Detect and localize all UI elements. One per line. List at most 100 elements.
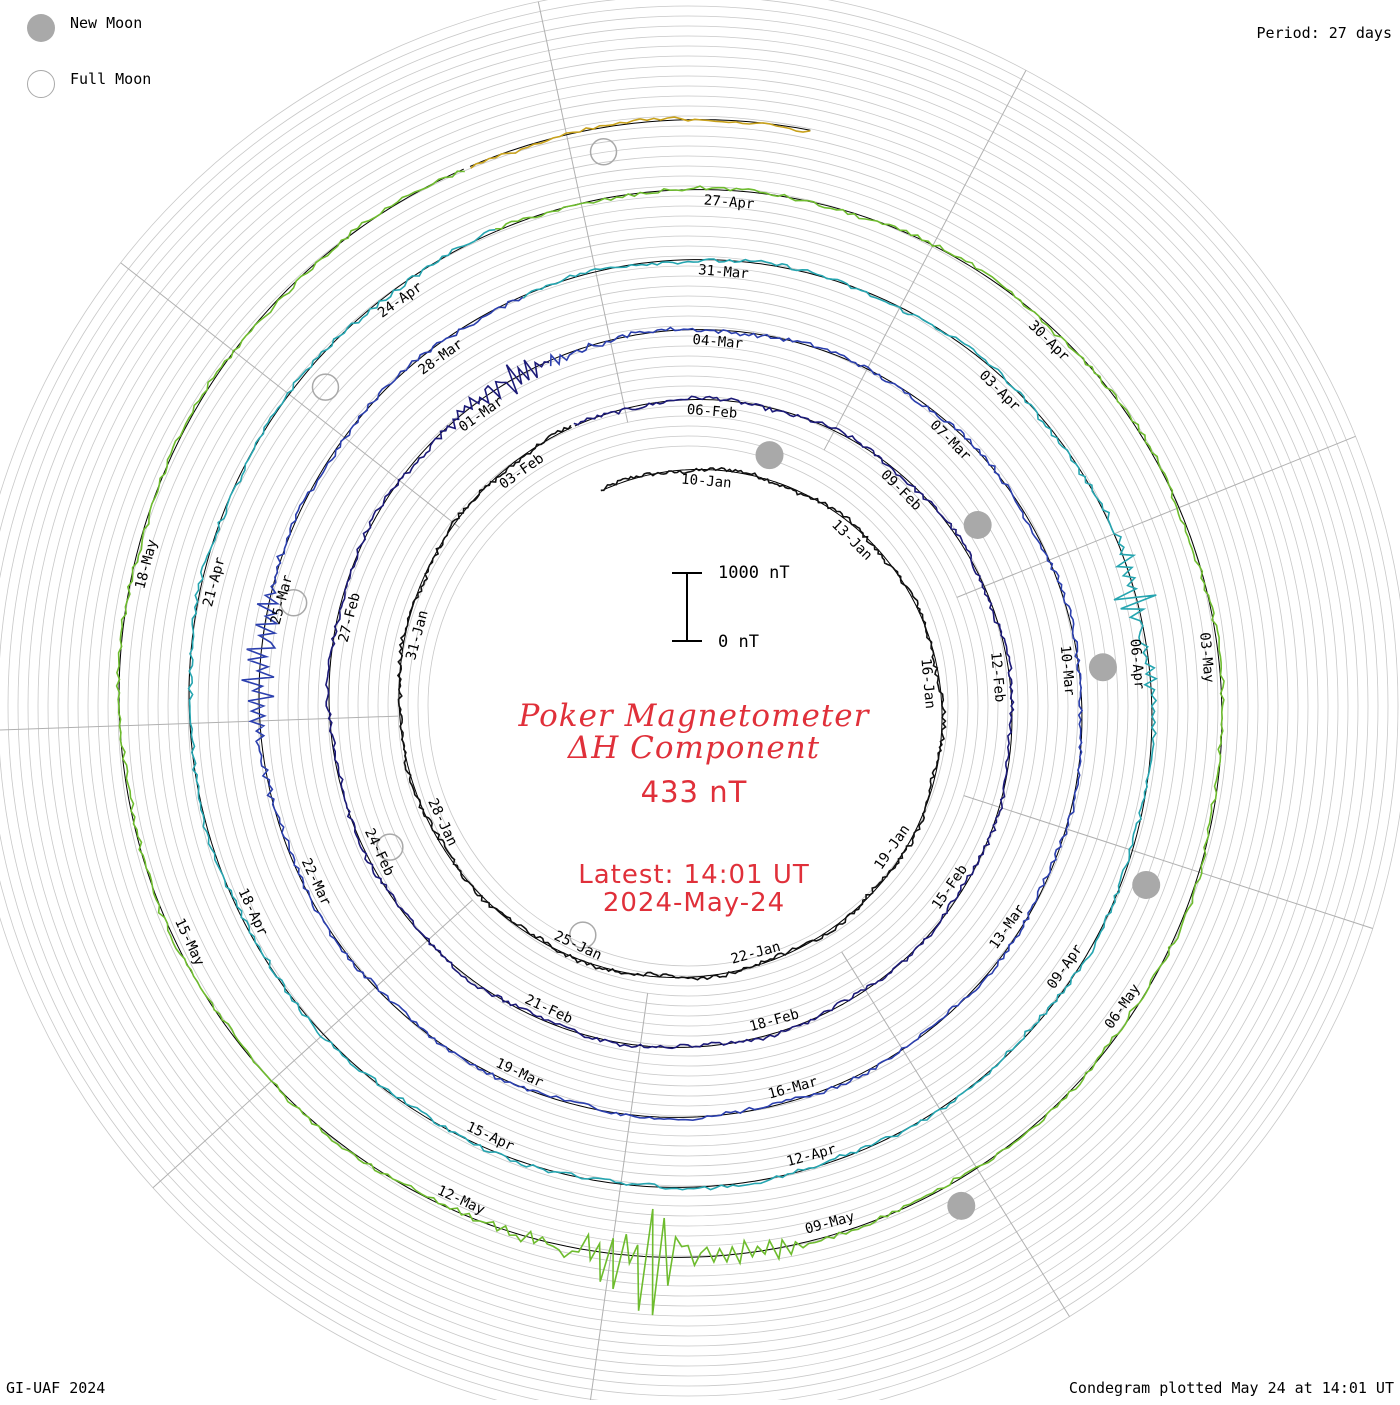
grid-ring	[197, 215, 1179, 1197]
grid-ring	[237, 255, 1139, 1157]
radial-spoke	[152, 899, 473, 1189]
radial-spoke	[120, 262, 460, 528]
moon-layer	[279, 138, 1161, 1220]
grid-ring	[337, 355, 1039, 1057]
grid-ring	[407, 425, 969, 987]
grid-ring	[357, 375, 1019, 1037]
new-moon-marker	[963, 511, 992, 540]
date-label: 31-Mar	[698, 262, 750, 282]
radial-spoke	[956, 435, 1356, 598]
grid-ring	[127, 145, 1249, 1267]
trace-rotation-4	[115, 170, 1225, 1316]
grid-ring	[217, 235, 1159, 1177]
footer-plotted: Condegram plotted May 24 at 14:01 UT	[1068, 1379, 1394, 1397]
grid-ring	[427, 445, 949, 967]
grid-ring	[247, 265, 1129, 1147]
date-label: 18-Apr	[234, 886, 270, 939]
latest-time: Latest: 14:01 UT	[578, 860, 810, 890]
grid-ring	[7, 25, 1369, 1387]
full-moon-marker	[279, 589, 308, 617]
date-label: 27-Apr	[703, 192, 755, 212]
grid-ring	[107, 125, 1269, 1287]
grid-ring	[377, 395, 999, 1017]
grid-ring	[307, 325, 1069, 1087]
full-moon-marker	[569, 921, 597, 949]
grid-ring	[287, 305, 1089, 1107]
full-moon-marker	[376, 833, 404, 861]
grid-ring	[347, 365, 1029, 1047]
grid-ring	[187, 205, 1189, 1207]
current-value: 433 nT	[640, 775, 748, 809]
radial-spoke	[823, 70, 1027, 451]
grid-ring	[317, 335, 1059, 1077]
grid-ring	[207, 225, 1169, 1187]
period-label: Period: 27 days	[1256, 24, 1392, 42]
new-moon-marker	[755, 441, 784, 470]
full-moon-label: Full Moon	[70, 70, 152, 88]
date-label: 16-Jan	[917, 658, 938, 710]
grid-ring	[0, 5, 1389, 1405]
grid-ring	[157, 175, 1219, 1237]
grid-ring	[387, 405, 989, 1007]
grid-ring	[167, 185, 1209, 1227]
grid-ring	[87, 105, 1289, 1307]
grid-ring	[37, 55, 1339, 1357]
baseline-rotation-2	[258, 295, 1083, 1118]
trace-layer	[115, 116, 1225, 1316]
scale-bar	[672, 572, 702, 642]
new-moon-label: New Moon	[70, 14, 143, 32]
scale-bottom-label: 0 nT	[718, 632, 759, 652]
grid-ring	[77, 95, 1299, 1317]
trace-rotation-0	[396, 424, 947, 981]
latest-date: 2024-May-24	[602, 888, 786, 918]
grid-ring	[367, 385, 1009, 1027]
grid-ring	[397, 415, 979, 997]
grid-ring	[257, 275, 1119, 1137]
grid-ring	[97, 115, 1279, 1297]
new-moon-marker	[1088, 653, 1117, 682]
baseline-rotation-5	[469, 119, 811, 167]
grid-ring	[47, 65, 1329, 1347]
scale-bar-stem	[686, 572, 688, 642]
grid-ring	[267, 285, 1109, 1127]
date-label: 10-Jan	[680, 472, 732, 492]
full-moon-swatch	[27, 70, 55, 98]
date-label: 06-Apr	[1126, 638, 1147, 690]
trace-rotation-1	[325, 359, 1015, 1050]
scale-bar-bottom-tick	[672, 640, 702, 642]
radial-spoke	[537, 1, 629, 423]
date-label: 06-Feb	[686, 402, 738, 422]
date-label: 12-Apr	[785, 1141, 838, 1170]
date-label: 15-Apr	[464, 1119, 517, 1155]
grid-ring	[417, 435, 959, 977]
date-label: 18-Feb	[748, 1006, 801, 1035]
date-label: 03-May	[1196, 632, 1217, 684]
plot-title-line1: Poker Magnetometer	[518, 698, 870, 734]
trace-rotation-2	[241, 296, 1084, 1122]
grid-ring	[57, 75, 1319, 1337]
date-label: 12-Feb	[987, 651, 1008, 703]
date-label: 19-Mar	[493, 1055, 546, 1091]
trace-rotation-3	[187, 228, 1158, 1191]
grid-ring	[277, 295, 1099, 1117]
grid-ring	[327, 345, 1049, 1067]
grid-ring	[177, 195, 1199, 1217]
radial-spoke	[841, 951, 1070, 1317]
footer-credit: GI-UAF 2024	[6, 1379, 106, 1397]
new-moon-marker	[1132, 870, 1161, 899]
grid-ring	[137, 155, 1239, 1257]
grid-ring	[27, 45, 1349, 1367]
radial-spoke	[0, 715, 399, 731]
scale-top-label: 1000 nT	[718, 563, 790, 583]
full-moon-marker	[589, 138, 618, 166]
grid-ring	[17, 35, 1359, 1377]
date-label: 10-Mar	[1057, 645, 1078, 697]
plot-title-line2: ΔH Component	[567, 730, 821, 766]
baseline-rotation-0	[398, 426, 943, 978]
full-moon-marker	[311, 373, 340, 401]
